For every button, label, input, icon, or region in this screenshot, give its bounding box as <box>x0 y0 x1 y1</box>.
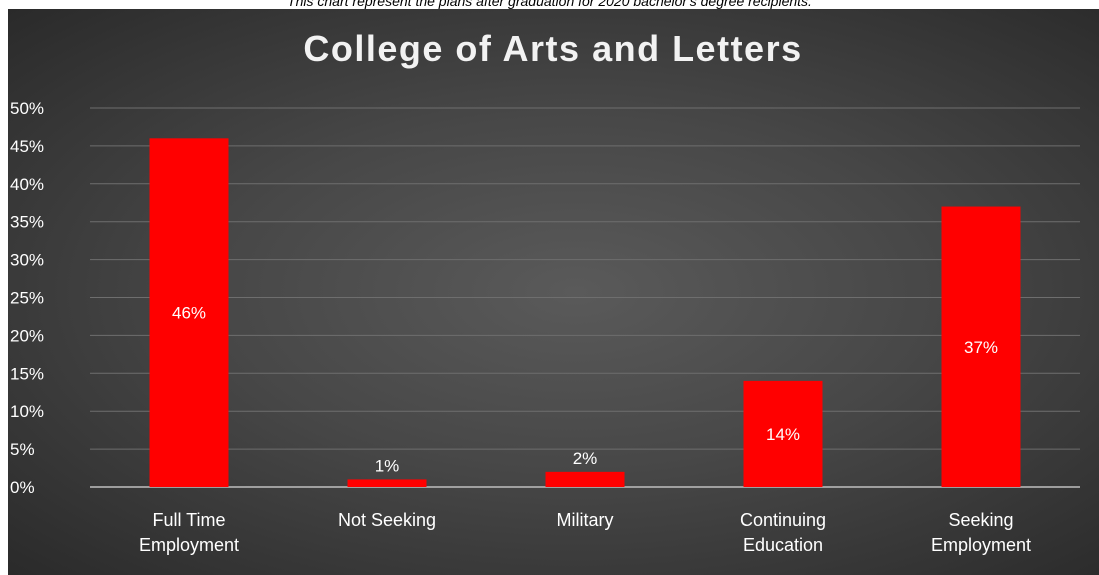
gridlines <box>90 107 1080 488</box>
bars <box>149 138 1021 488</box>
x-tick-label: Education <box>743 535 823 555</box>
bar <box>149 138 229 487</box>
data-label: 1% <box>375 456 400 475</box>
x-tick-label: Continuing <box>740 510 826 530</box>
y-tick-label: 25% <box>10 289 44 308</box>
bar <box>545 471 625 487</box>
chart-title: College of Arts and Letters <box>303 28 802 69</box>
bar <box>743 380 823 487</box>
x-tick-label: Seeking <box>948 510 1013 530</box>
x-axis-tick-labels: Full Time Employment Not Seeking Military Co… <box>139 510 1031 555</box>
data-labels: 46% 1% 2% 14% 37% <box>172 304 998 476</box>
y-tick-label: 50% <box>10 99 44 118</box>
y-axis-tick-labels: 0% 5% 10% 15% 20% 25% 30% 35% 40% 45% 50% <box>10 99 44 497</box>
y-tick-label: 10% <box>10 402 44 421</box>
y-tick-label: 35% <box>10 213 44 232</box>
x-tick-label: Not Seeking <box>338 510 436 530</box>
y-tick-label: 0% <box>10 478 35 497</box>
bar-chart: College of Arts and Letters 0% 5% 10% 15% 20… <box>10 28 1080 555</box>
x-tick-label: Employment <box>931 535 1031 555</box>
x-tick-label: Full Time <box>152 510 225 530</box>
data-label: 2% <box>573 449 598 468</box>
y-tick-label: 40% <box>10 175 44 194</box>
y-tick-label: 30% <box>10 251 44 270</box>
y-tick-label: 45% <box>10 137 44 156</box>
data-label: 37% <box>964 338 998 357</box>
data-label: 46% <box>172 304 206 323</box>
bar <box>941 206 1021 488</box>
y-tick-label: 5% <box>10 440 35 459</box>
x-tick-label: Military <box>557 510 614 530</box>
x-tick-label: Employment <box>139 535 239 555</box>
data-label: 14% <box>766 425 800 444</box>
y-tick-label: 15% <box>10 364 44 383</box>
chart-caption: This chart represent the plans after gra… <box>287 0 812 9</box>
chart-area: College of Arts and Letters 0% 5% 10% 15% 20… <box>8 9 1099 575</box>
bar <box>347 479 427 487</box>
y-tick-label: 20% <box>10 326 44 345</box>
